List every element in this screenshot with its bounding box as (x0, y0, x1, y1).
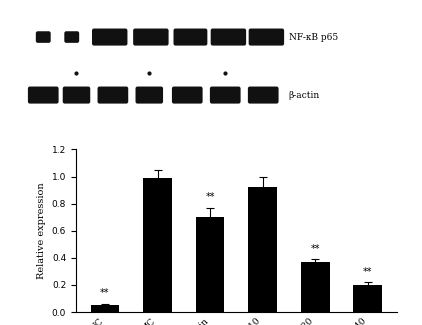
Text: **: ** (100, 289, 110, 298)
FancyBboxPatch shape (36, 31, 51, 43)
FancyBboxPatch shape (172, 86, 203, 104)
Text: **: ** (206, 192, 215, 202)
FancyBboxPatch shape (133, 29, 169, 46)
FancyBboxPatch shape (211, 29, 246, 46)
Text: **: ** (310, 244, 320, 254)
Bar (353, 285, 382, 312)
FancyBboxPatch shape (135, 86, 163, 104)
Bar (143, 178, 172, 312)
Y-axis label: Relative expression: Relative expression (37, 182, 46, 279)
FancyBboxPatch shape (173, 29, 207, 46)
Bar (91, 305, 119, 312)
Bar (196, 217, 225, 312)
FancyBboxPatch shape (97, 86, 128, 104)
Text: **: ** (363, 267, 372, 277)
FancyBboxPatch shape (63, 86, 90, 104)
Bar (300, 262, 330, 312)
FancyBboxPatch shape (28, 86, 59, 104)
Text: NF-κB p65: NF-κB p65 (289, 32, 338, 42)
FancyBboxPatch shape (249, 29, 284, 46)
FancyBboxPatch shape (210, 86, 241, 104)
FancyBboxPatch shape (64, 31, 79, 43)
Bar (248, 188, 277, 312)
Text: β-actin: β-actin (289, 91, 320, 99)
FancyBboxPatch shape (248, 86, 279, 104)
FancyBboxPatch shape (92, 29, 127, 46)
